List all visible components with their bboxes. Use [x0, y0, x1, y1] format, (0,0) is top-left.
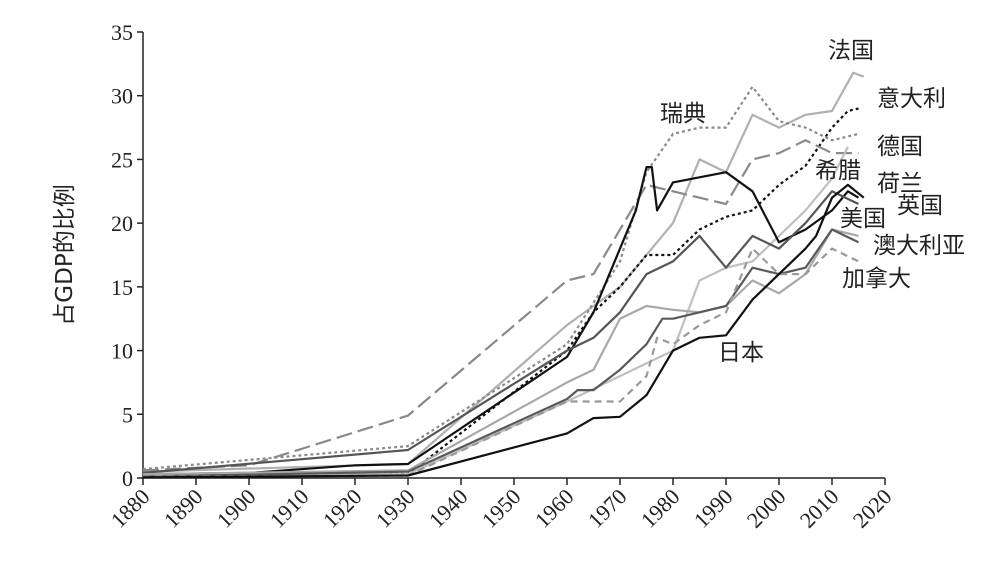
y-tick-label: 35 — [111, 20, 133, 45]
x-tick-label: 1910 — [265, 484, 314, 533]
x-tick-label: 1940 — [424, 484, 473, 533]
y-tick-label: 30 — [111, 84, 133, 109]
x-tick-label: 1950 — [477, 484, 526, 533]
y-tick-label: 25 — [111, 147, 133, 172]
x-tick-label: 1970 — [583, 484, 632, 533]
series-line — [142, 228, 859, 476]
series-line — [142, 228, 859, 478]
x-tick-label: 1880 — [106, 484, 155, 533]
series-line — [142, 146, 849, 477]
x-tick-label: 1890 — [159, 484, 208, 533]
y-tick-label: 20 — [111, 211, 133, 236]
y-axis-label: 占GDP的比例 — [52, 184, 78, 325]
y-tick-label: 10 — [111, 339, 133, 364]
series-line — [142, 85, 859, 471]
series-label: 加拿大 — [842, 265, 911, 292]
x-tick-label: 2020 — [848, 484, 897, 533]
series-line — [142, 247, 859, 478]
y-tick-label: 15 — [111, 275, 133, 300]
series-label: 意大利 — [877, 86, 946, 112]
series-line — [142, 107, 859, 478]
series-label: 法国 — [828, 38, 874, 64]
series-label: 日本 — [718, 340, 764, 366]
series-label: 瑞典 — [660, 101, 706, 127]
x-tick-label: 1900 — [212, 484, 261, 533]
series-label: 澳大利亚 — [873, 233, 965, 259]
x-tick-label: 1920 — [318, 484, 367, 533]
series-line — [142, 71, 865, 473]
y-tick-label: 5 — [122, 402, 133, 427]
y-tick-label: 0 — [122, 466, 133, 491]
series-line — [142, 183, 865, 479]
x-tick-label: 1980 — [636, 484, 685, 533]
x-tick-label: 1960 — [530, 484, 579, 533]
series-label: 荷兰 — [877, 171, 923, 197]
series-label: 德国 — [877, 134, 923, 160]
series-label: 希腊 — [815, 158, 861, 184]
series-label: 英国 — [897, 193, 943, 219]
series-line — [142, 190, 859, 474]
x-tick-label: 1930 — [371, 484, 420, 533]
x-tick-label: 2000 — [742, 484, 791, 533]
x-tick-label: 2010 — [795, 484, 844, 533]
x-tick-label: 1990 — [689, 484, 738, 533]
series-line — [142, 166, 860, 476]
series-label: 美国 — [840, 206, 886, 232]
series-line — [142, 139, 859, 472]
